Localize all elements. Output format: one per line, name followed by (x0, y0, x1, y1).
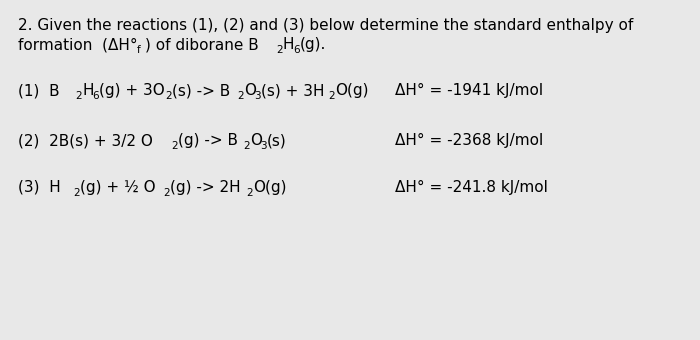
Text: 2: 2 (75, 91, 82, 101)
Text: (s): (s) (267, 133, 287, 148)
Text: (g) -> B: (g) -> B (178, 133, 238, 148)
Text: (2)  2B(s) + 3/2 O: (2) 2B(s) + 3/2 O (18, 133, 153, 148)
Text: 2: 2 (276, 45, 283, 55)
Text: ΔH° = -2368 kJ/mol: ΔH° = -2368 kJ/mol (395, 133, 543, 148)
Text: 2: 2 (237, 91, 244, 101)
Text: 2: 2 (171, 141, 178, 151)
Text: 3: 3 (254, 91, 260, 101)
Text: ) of diborane B: ) of diborane B (145, 37, 259, 52)
Text: 2: 2 (163, 188, 169, 198)
Text: 6: 6 (92, 91, 99, 101)
Text: (g) -> 2H: (g) -> 2H (170, 180, 241, 195)
Text: 2: 2 (246, 188, 253, 198)
Text: (s) -> B: (s) -> B (172, 83, 230, 98)
Text: 6: 6 (293, 45, 300, 55)
Text: (3)  H: (3) H (18, 180, 61, 195)
Text: H: H (283, 37, 295, 52)
Text: 2: 2 (73, 188, 80, 198)
Text: O(g): O(g) (253, 180, 286, 195)
Text: (1)  B: (1) B (18, 83, 60, 98)
Text: 2. Given the reactions (1), (2) and (3) below determine the standard enthalpy of: 2. Given the reactions (1), (2) and (3) … (18, 18, 634, 33)
Text: f: f (137, 45, 141, 55)
Text: 2: 2 (243, 141, 250, 151)
Text: H: H (82, 83, 94, 98)
Text: O(g): O(g) (335, 83, 368, 98)
Text: O: O (244, 83, 256, 98)
Text: ΔH° = -1941 kJ/mol: ΔH° = -1941 kJ/mol (395, 83, 543, 98)
Text: formation  (ΔH°: formation (ΔH° (18, 37, 138, 52)
Text: ΔH° = -241.8 kJ/mol: ΔH° = -241.8 kJ/mol (395, 180, 548, 195)
Text: (g) + ½ O: (g) + ½ O (80, 180, 155, 195)
Text: (s) + 3H: (s) + 3H (261, 83, 325, 98)
Text: (g).: (g). (300, 37, 326, 52)
Text: O: O (250, 133, 262, 148)
Text: (g) + 3O: (g) + 3O (99, 83, 164, 98)
Text: 2: 2 (165, 91, 172, 101)
Text: 2: 2 (328, 91, 335, 101)
Text: 3: 3 (260, 141, 267, 151)
